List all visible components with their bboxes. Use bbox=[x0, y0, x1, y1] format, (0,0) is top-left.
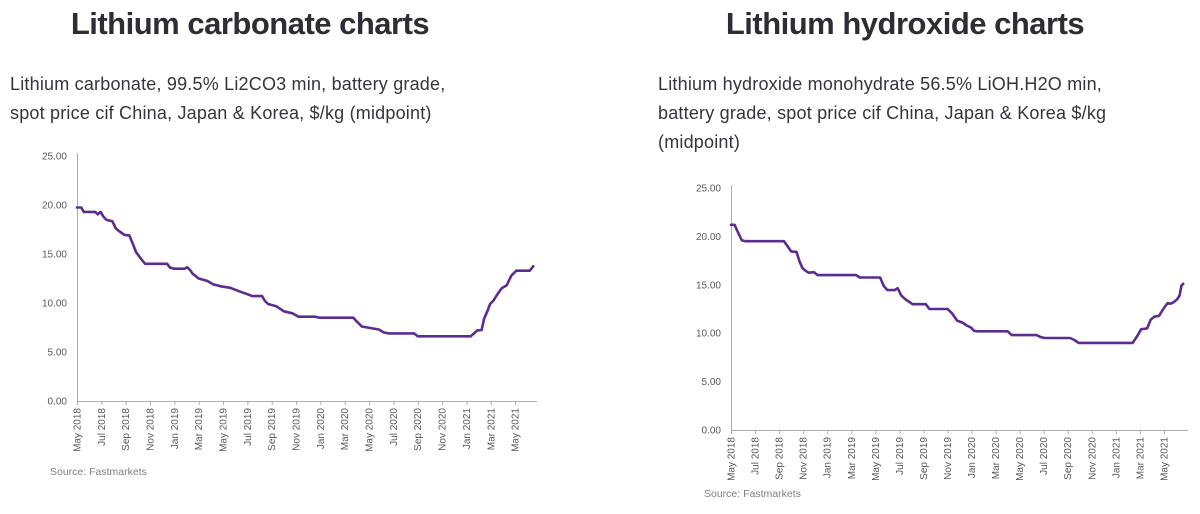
x-axis-tick-label: May 2021 bbox=[1159, 437, 1170, 481]
price-line-chart-svg: 25.00 20.00 15.00 10.00 5.00 0.00 May 2018 Jul … bbox=[696, 184, 1188, 500]
source-caption: Source: Fastmarkets bbox=[50, 466, 147, 478]
hydroxide-title: Lithium hydroxide charts bbox=[725, 6, 1085, 41]
y-axis-tick-label: 5.00 bbox=[48, 348, 68, 359]
x-axis-tick-label: May 2019 bbox=[219, 408, 230, 452]
y-axis-tick-label: 5.00 bbox=[702, 377, 722, 388]
x-axis-tick-label: Mar 2021 bbox=[486, 408, 497, 451]
price-line bbox=[75, 206, 535, 338]
price-line bbox=[729, 223, 1185, 345]
hydroxide-subtitle: Lithium hydroxide monohydrate 56.5% LiOH… bbox=[650, 70, 1160, 157]
x-axis-tick-label: May 2020 bbox=[1015, 437, 1026, 481]
x-axis-tick-label: Jul 2019 bbox=[895, 437, 906, 475]
x-axis-tick-label: Nov 2020 bbox=[1087, 437, 1098, 480]
x-axis-tick-label: Jan 2020 bbox=[316, 408, 327, 450]
x-axis-tick-label: May 2018 bbox=[73, 408, 84, 452]
x-axis-tick-label: May 2021 bbox=[511, 408, 522, 452]
x-axis-tick-label: May 2018 bbox=[727, 437, 738, 481]
x-axis-tick-label: Nov 2020 bbox=[438, 408, 449, 451]
x-axis-tick-label: Jan 2021 bbox=[462, 408, 473, 450]
x-axis-tick-label: Mar 2021 bbox=[1135, 437, 1146, 480]
x-axis-tick-label: Sep 2019 bbox=[919, 437, 930, 480]
carbonate-subtitle-line-2: spot price cif China, Japan & Korea, $/k… bbox=[10, 103, 432, 123]
hydroxide-subtitle-line-1: Lithium hydroxide monohydrate 56.5% LiOH… bbox=[658, 74, 1103, 94]
carbonate-subtitle-line-1: Lithium carbonate, 99.5% Li2CO3 min, bat… bbox=[10, 74, 446, 94]
y-axis-tick-label: 25.00 bbox=[696, 184, 721, 195]
x-axis-tick-label: Mar 2019 bbox=[847, 437, 858, 480]
y-axis-tick-label: 10.00 bbox=[696, 329, 721, 340]
x-axis-tick-label: May 2019 bbox=[871, 437, 882, 481]
x-axis-tick-label: Jan 2019 bbox=[823, 437, 834, 479]
x-axis-tick-label: Mar 2020 bbox=[991, 437, 1002, 480]
hydroxide-subtitle-line-2: battery grade, spot price cif China, Jap… bbox=[658, 103, 1107, 123]
x-axis-tick-label: Jul 2020 bbox=[389, 408, 400, 446]
y-axis-tick-label: 25.00 bbox=[42, 152, 67, 163]
x-axis-tick-label: Mar 2019 bbox=[194, 408, 205, 451]
x-axis-tick-label: Jul 2018 bbox=[97, 408, 108, 446]
hydroxide-price-chart: 25.00 20.00 15.00 10.00 5.00 0.00 May 2018 Jul … bbox=[660, 177, 1200, 514]
x-axis-tick-label: Sep 2019 bbox=[267, 408, 278, 451]
x-axis-tick-label: Nov 2019 bbox=[943, 437, 954, 480]
y-axis-tick-label: 20.00 bbox=[42, 201, 67, 212]
x-axis-tick-label: Mar 2020 bbox=[340, 408, 351, 451]
lithium-hydroxide-section: Lithium hydroxide charts Lithium hydroxi… bbox=[650, 0, 1188, 500]
x-axis-tick-label: Jul 2018 bbox=[751, 437, 762, 475]
x-axis-tick-label: Sep 2020 bbox=[413, 408, 424, 451]
x-axis-tick-label: Sep 2018 bbox=[775, 437, 786, 480]
x-axis-tick-label: Sep 2018 bbox=[121, 408, 132, 451]
y-axis-tick-label: 15.00 bbox=[696, 280, 721, 291]
lithium-carbonate-section: Lithium carbonate charts Lithium carbona… bbox=[0, 0, 537, 478]
carbonate-price-chart: 25.00 20.00 15.00 10.00 5.00 0.00 May 2018 Jul … bbox=[8, 145, 548, 495]
x-axis-tick-label: Jul 2020 bbox=[1039, 437, 1050, 475]
x-axis-tick-label: Jul 2019 bbox=[243, 408, 254, 446]
carbonate-subtitle: Lithium carbonate, 99.5% Li2CO3 min, bat… bbox=[0, 70, 500, 128]
y-axis-tick-label: 0.00 bbox=[702, 426, 722, 437]
x-axis-tick-label: Jan 2020 bbox=[967, 437, 978, 479]
x-axis-tick-label: Sep 2020 bbox=[1063, 437, 1074, 480]
x-axis-tick-label: Nov 2019 bbox=[292, 408, 303, 451]
x-axis-tick-label: Jan 2021 bbox=[1111, 437, 1122, 479]
y-axis-tick-label: 15.00 bbox=[42, 250, 67, 261]
price-line-chart-svg: 25.00 20.00 15.00 10.00 5.00 0.00 May 2018 Jul … bbox=[42, 152, 537, 478]
carbonate-title: Lithium carbonate charts bbox=[70, 6, 430, 41]
source-caption: Source: Fastmarkets bbox=[704, 488, 801, 500]
x-axis-tick-label: Nov 2018 bbox=[146, 408, 157, 451]
y-axis-tick-label: 0.00 bbox=[48, 397, 68, 408]
y-axis-tick-label: 20.00 bbox=[696, 232, 721, 243]
y-axis-tick-label: 10.00 bbox=[42, 299, 67, 310]
x-axis-tick-label: May 2020 bbox=[365, 408, 376, 452]
x-axis-tick-label: Jan 2019 bbox=[170, 408, 181, 450]
x-axis-tick-label: Nov 2018 bbox=[799, 437, 810, 480]
hydroxide-subtitle-line-3: (midpoint) bbox=[658, 132, 741, 152]
